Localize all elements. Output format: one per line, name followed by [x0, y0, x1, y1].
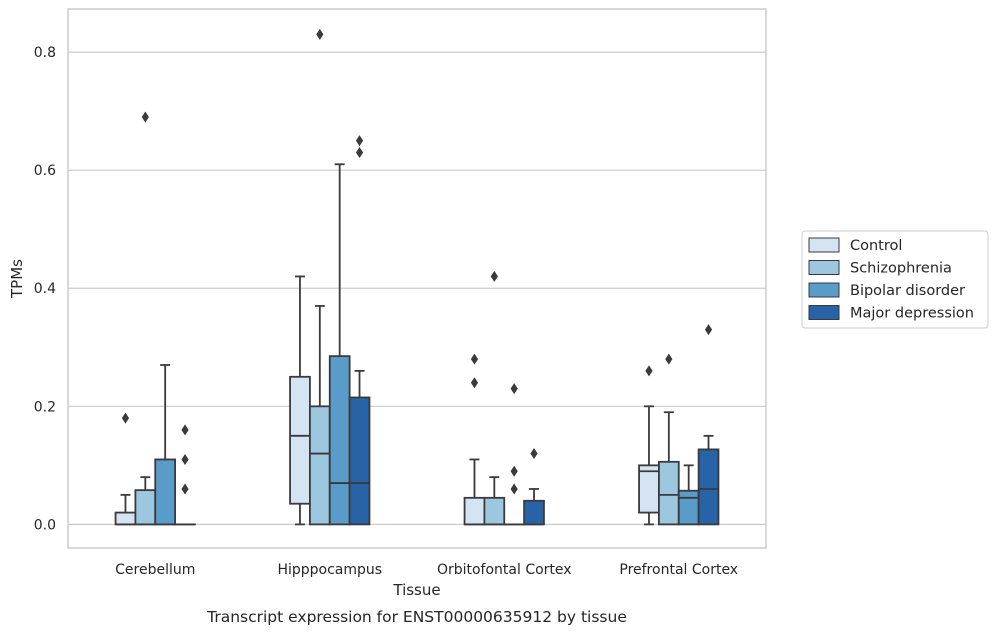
y-tick-label: 0.8 [34, 45, 56, 61]
x-axis-label: Tissue [392, 581, 440, 599]
box-body [114, 511, 137, 526]
chart-caption: Transcript expression for ENST0000063591… [206, 608, 627, 626]
box-body [348, 396, 371, 526]
outlier-point [530, 448, 538, 460]
box-body [523, 499, 545, 526]
legend-label: Major depression [850, 306, 974, 322]
box-body [677, 489, 700, 526]
legend-label: Bipolar disorder [850, 283, 965, 299]
outlier-point [490, 270, 498, 282]
box-body [483, 496, 506, 526]
outlier-point [665, 353, 673, 365]
y-tick-label: 0.2 [34, 399, 56, 415]
box-major-depression [697, 434, 720, 526]
outlier-point [470, 353, 479, 365]
box-bipolar-disorder [677, 464, 700, 526]
box-schizophrenia [309, 305, 331, 526]
box-body [658, 460, 680, 526]
outlier-point [355, 135, 364, 147]
box-control [638, 405, 660, 526]
legend-label: Schizophrenia [850, 261, 952, 277]
legend-item: Bipolar disorder [808, 282, 965, 299]
x-tick-label: Prefrontal Cortex [619, 562, 738, 578]
box-bipolar-disorder [328, 163, 351, 526]
box-schizophrenia [483, 476, 506, 526]
outlier-point [181, 453, 189, 465]
box-bipolar-disorder [154, 364, 176, 526]
box-body [463, 496, 486, 526]
box-body [328, 355, 351, 526]
box-body [309, 405, 331, 526]
legend-item: Schizophrenia [808, 260, 952, 277]
outlier-point [704, 324, 713, 336]
legend-swatch [808, 260, 840, 275]
x-tick-label: Orbitofontal Cortex [437, 562, 572, 578]
y-tick-label: 0.0 [34, 517, 56, 533]
outlier-point [510, 383, 518, 395]
box-major-depression [523, 488, 545, 526]
legend-frame [801, 230, 989, 329]
outlier-point [645, 365, 653, 377]
legend-item: Control [808, 237, 902, 254]
y-tick-label: 0.4 [34, 281, 56, 297]
box-control [463, 458, 486, 526]
box-body [289, 375, 311, 505]
box-schizophrenia [134, 476, 157, 526]
outlier-points [121, 28, 713, 495]
legend-swatch [808, 282, 840, 298]
legend-swatch [808, 237, 840, 253]
legend-label: Control [850, 238, 902, 254]
legend-swatch [808, 305, 840, 320]
x-axis-ticks: Cerebellum Hipppocampus Orbitofontal Corte… [115, 562, 738, 578]
outlier-point [316, 28, 324, 40]
box-control [114, 493, 137, 526]
outlier-point [141, 111, 149, 123]
outlier-point [510, 465, 518, 477]
outlier-point [510, 483, 518, 495]
y-axis-ticks: 0.0 0.2 0.4 0.6 0.8 [34, 45, 56, 533]
box-series [114, 163, 720, 526]
box-body [134, 489, 157, 526]
outlier-point [121, 412, 130, 424]
box-major-depression [348, 369, 371, 526]
outlier-point [181, 424, 189, 436]
box-body [638, 464, 660, 514]
plot-frame [67, 8, 767, 549]
outlier-point [470, 377, 479, 389]
box-control [289, 275, 311, 526]
y-axis-label: TPMs [8, 259, 26, 299]
box-schizophrenia [658, 411, 680, 526]
outlier-point [355, 146, 364, 158]
legend-item: Major depression [808, 305, 974, 322]
box-body [697, 448, 720, 526]
box-body [154, 458, 176, 526]
grid-lines [68, 51, 766, 525]
x-tick-label: Hipppocampus [277, 562, 382, 578]
legend: Control Schizophrenia Bipolar disorder Majo… [801, 230, 989, 329]
x-tick-label: Cerebellum [115, 562, 195, 578]
outlier-point [181, 483, 189, 495]
y-tick-label: 0.6 [34, 163, 56, 179]
